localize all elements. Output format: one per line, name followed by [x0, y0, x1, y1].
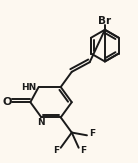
Text: F: F	[80, 146, 86, 155]
Text: F: F	[54, 146, 60, 155]
Text: F: F	[89, 129, 95, 138]
Text: Br: Br	[98, 16, 112, 26]
Text: N: N	[38, 118, 45, 127]
Text: O: O	[2, 97, 12, 107]
Text: HN: HN	[21, 82, 37, 91]
